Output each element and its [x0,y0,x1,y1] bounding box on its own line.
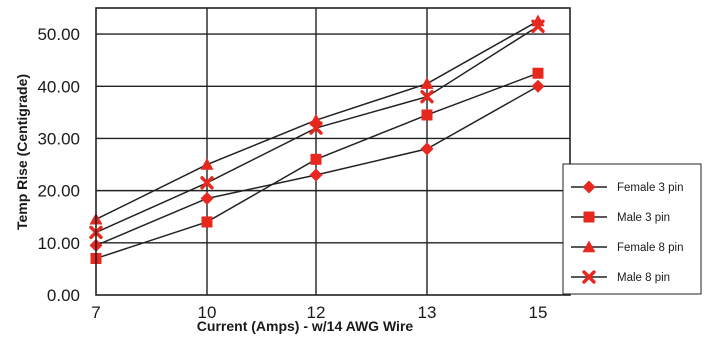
legend-items: Female 3 pin Male 3 pin Female 8 pin Male 8… [571,180,683,284]
data-point-female-8-pin [200,158,214,170]
legend-label-female-3-pin: Female 3 pin [617,182,683,194]
y-tick-label: 40.00 [37,77,80,96]
y-tick-label: 30.00 [37,129,80,148]
legend: Female 3 pin Male 3 pin Female 8 pin Male 8… [562,163,702,295]
x-tick-label: 15 [529,303,548,322]
legend-label-male-8-pin: Male 8 pin [617,272,670,284]
data-point-female-3-pin [200,191,214,205]
legend-marker-male-8-pin [582,270,596,284]
legend-label-female-8-pin: Female 8 pin [617,242,683,254]
legend-label-male-3-pin: Male 3 pin [617,212,670,224]
legend-marker-female-3-pin [582,180,596,194]
data-point-male-8-pin [420,90,434,104]
legend-marker-female-8-pin [582,240,596,253]
gridlines [96,8,570,295]
data-point-female-3-pin [309,168,323,182]
x-tick-label: 13 [418,303,437,322]
data-point-female-8-pin [420,77,434,89]
y-tick-label: 20.00 [37,182,80,201]
x-tick-label: 7 [91,303,100,322]
y-axis-title: Temp Rise (Centigrade) [14,74,30,230]
legend-marker-male-3-pin [583,211,595,223]
y-tick-label: 0.00 [47,286,80,305]
data-point-male-3-pin [532,67,544,79]
y-tick-label: 10.00 [37,234,80,253]
y-tick-label: 50.00 [37,25,80,44]
data-point-male-8-pin [200,176,214,190]
data-point-male-3-pin [421,109,433,121]
x-tick-label: 10 [198,303,217,322]
x-axis-title: Current (Amps) - w/14 AWG Wire [197,318,414,334]
series-line-female-3-pin [95,85,539,247]
data-point-male-3-pin [201,216,213,228]
plot-area-frame [95,7,571,296]
data-point-male-3-pin [310,153,322,165]
x-tick-labels: 7 10 12 13 15 [91,303,547,322]
data-point-female-3-pin [531,79,545,93]
data-point-male-8-pin [531,19,545,33]
series-line-male-3-pin [95,72,539,260]
series-lines [95,20,539,260]
series-markers [89,14,545,264]
data-point-female-3-pin [420,142,434,156]
x-tick-label: 12 [307,303,326,322]
data-point-male-8-pin [309,121,323,135]
y-tick-labels: 0.00 10.00 20.00 30.00 40.00 50.00 [37,25,80,305]
